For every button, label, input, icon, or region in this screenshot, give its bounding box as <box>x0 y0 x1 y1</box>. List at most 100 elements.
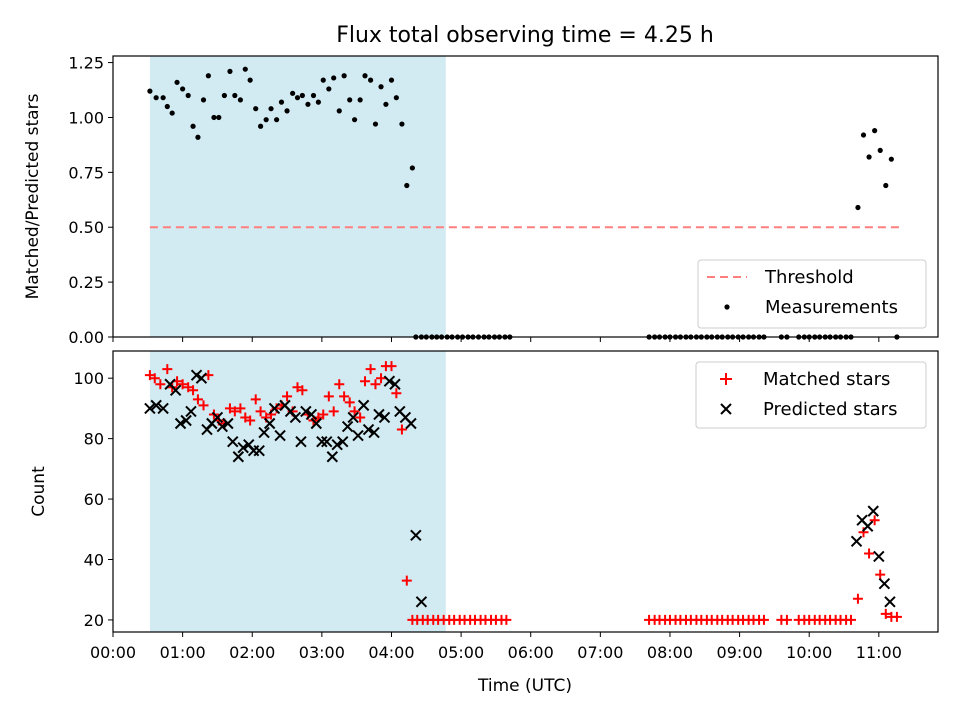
measurement-point <box>169 110 175 116</box>
legend-matched-swatch <box>720 373 732 385</box>
chart-title: Flux total observing time = 4.25 h <box>336 23 714 48</box>
predicted-star-point <box>326 451 339 463</box>
matched-star-point <box>328 406 339 417</box>
ratio-y-axis: 0.00 0.25 0.50 0.75 1.00 1.25 <box>68 54 113 347</box>
matched-star-point <box>781 614 792 625</box>
x-tick-label: 09:00 <box>717 643 763 662</box>
ratio-legend: Threshold Measurements <box>697 259 927 329</box>
predicted-star-point <box>316 435 328 448</box>
measurement-point <box>362 73 368 79</box>
x-tick-label: 06:00 <box>508 643 554 662</box>
predicted-star-point <box>180 414 192 427</box>
y-tick-label: 1.25 <box>68 54 104 73</box>
matched-star-point <box>155 379 166 390</box>
y-tick-label: 80 <box>84 430 104 449</box>
predicted-stars-points <box>144 369 896 608</box>
y-tick-label: 20 <box>84 611 104 630</box>
matched-star-point <box>323 391 334 402</box>
predicted-star-point <box>368 426 380 439</box>
predicted-star-point <box>169 384 182 396</box>
measurement-point <box>866 154 872 160</box>
matched-star-point <box>255 406 266 417</box>
matched-star-point <box>192 394 203 405</box>
measurement-point <box>877 147 883 153</box>
legend-predicted-swatch <box>720 403 732 415</box>
matched-star-point <box>869 515 880 526</box>
predicted-star-point <box>258 426 270 439</box>
predicted-star-point <box>305 408 318 421</box>
matched-star-point <box>852 593 863 604</box>
x-tick-label: 00:00 <box>90 643 136 662</box>
matched-star-point <box>229 406 240 417</box>
measurement-point <box>174 79 180 85</box>
measurement-point <box>200 97 207 103</box>
matched-star-point <box>386 361 397 372</box>
matched-star-point <box>360 376 371 387</box>
predicted-star-point <box>861 520 874 532</box>
x-tick-label: 01:00 <box>160 643 206 662</box>
measurement-point <box>305 101 311 107</box>
measurement-point <box>160 95 166 101</box>
observing-span-shade <box>149 351 446 632</box>
legend-predicted-label: Predicted stars <box>763 399 897 420</box>
measurement-point <box>180 86 186 92</box>
predicted-star-point <box>268 402 281 415</box>
measurement-point <box>257 123 264 129</box>
x-tick-label: 04:00 <box>368 643 414 662</box>
legend-measurements-swatch <box>724 304 730 310</box>
matched-star-point <box>149 373 160 384</box>
y-tick-label: 100 <box>73 369 104 388</box>
matched-star-point <box>365 364 376 375</box>
measurement-point <box>399 121 405 127</box>
measurement-point <box>315 99 321 105</box>
y-tick-label: 0.75 <box>68 163 104 182</box>
y-tick-label: 0.50 <box>68 218 104 237</box>
measurement-point <box>274 117 280 123</box>
matched-star-point <box>198 400 209 411</box>
y-tick-label: 60 <box>84 490 104 509</box>
measurement-point <box>185 92 191 99</box>
ratio-legend-box <box>697 259 927 329</box>
predicted-star-point <box>310 417 322 430</box>
measurement-point <box>888 156 894 162</box>
predicted-star-point <box>337 435 349 448</box>
predicted-star-point <box>157 402 169 415</box>
measurement-point <box>278 99 285 105</box>
measurement-point <box>294 95 301 101</box>
measurement-point <box>388 77 395 83</box>
measurement-point <box>310 92 317 99</box>
predicted-star-point <box>341 420 354 433</box>
measurement-point <box>211 114 217 121</box>
measurement-point <box>268 106 274 112</box>
measurement-point <box>883 182 889 189</box>
predicted-star-point <box>263 417 276 430</box>
predicted-star-point <box>867 505 879 517</box>
matched-star-point <box>845 614 856 625</box>
time-x-axis: 00:00 01:00 02:00 03:00 04:00 05:00 06:00 07:00… <box>90 632 902 662</box>
matched-star-point <box>864 548 875 559</box>
matched-star-point <box>297 385 308 396</box>
predicted-star-point <box>389 378 401 390</box>
matched-star-point <box>758 614 769 625</box>
predicted-star-point <box>222 417 234 430</box>
matched-star-point <box>318 409 329 420</box>
predicted-star-point <box>884 596 896 608</box>
measurement-point <box>190 123 196 129</box>
legend-matched-label: Matched stars <box>763 369 890 390</box>
x-tick-label: 03:00 <box>299 643 345 662</box>
predicted-star-point <box>352 429 364 442</box>
matched-star-point <box>235 403 246 414</box>
measurement-point <box>378 84 384 90</box>
matched-star-point <box>501 614 512 625</box>
predicted-star-point <box>144 402 156 415</box>
matched-star-point <box>177 379 188 390</box>
measurement-point <box>320 77 326 83</box>
matched-star-point <box>858 527 869 538</box>
measurement-point <box>205 73 211 79</box>
predicted-star-point <box>274 429 286 442</box>
measurement-points <box>147 66 900 340</box>
ratio-plot-frame <box>112 55 939 338</box>
ratio-x-axis <box>112 337 880 342</box>
predicted-star-point <box>237 441 249 454</box>
